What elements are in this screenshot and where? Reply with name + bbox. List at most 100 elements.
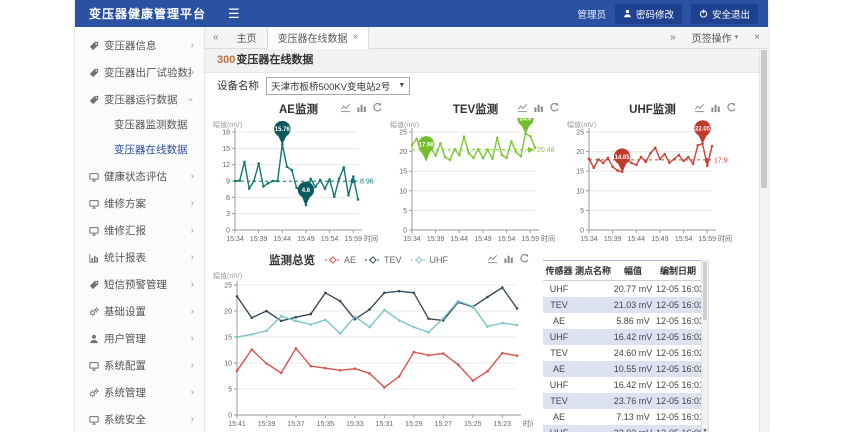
svg-text:22.05: 22.05	[695, 127, 711, 133]
table-scrollbar-thumb[interactable]	[703, 261, 707, 320]
svg-text:15:59: 15:59	[345, 236, 363, 243]
table-row[interactable]: UHF 16.42 mV 12-05 16:01	[549, 379, 701, 390]
legend-marker-icon	[410, 256, 427, 265]
chevron-right-icon: ›	[190, 171, 194, 182]
tab-operations-dropdown[interactable]: 页签操作 ▾	[691, 33, 739, 45]
legend-item-AE[interactable]: AE	[325, 255, 356, 265]
bar-chart-icon[interactable]	[710, 102, 721, 113]
legend-item-TEV[interactable]: TEV	[365, 255, 402, 265]
svg-text:15:59: 15:59	[699, 236, 717, 243]
svg-text:0: 0	[580, 227, 584, 234]
chart-legend: AE TEV UHF	[325, 255, 448, 265]
svg-text:12: 12	[222, 162, 230, 169]
hamburger-icon[interactable]: ☰	[228, 6, 240, 21]
svg-text:0: 0	[226, 227, 230, 234]
page-title: 变压器在线数据	[236, 53, 314, 66]
svg-text:15:34: 15:34	[580, 236, 598, 243]
svg-text:15:23: 15:23	[493, 421, 511, 428]
logout-button[interactable]: 安全退出	[690, 3, 758, 24]
app-window: 变压器健康管理平台 ☰ 管理员 密码修改 安全退出 变压器信息 › 变压器出厂试验数…	[75, 0, 768, 432]
bar-chart-icon[interactable]	[503, 253, 514, 264]
svg-text:15:39: 15:39	[427, 236, 445, 243]
sidebar-item-维修汇报[interactable]: 维修汇报 ›	[75, 217, 204, 244]
table-row[interactable]: AE 5.86 mV 12-05 16:03	[552, 315, 701, 326]
content-scrollbar-thumb[interactable]	[761, 49, 767, 188]
device-filter-row: 设备名称 天津市板桥500KV变电站2号 ▼	[205, 73, 768, 99]
scroll-down-icon[interactable]: ▼	[702, 427, 708, 432]
sidebar-item-系统管理[interactable]: 系统管理 ›	[75, 379, 204, 406]
table-scrollbar[interactable]: ▼	[701, 259, 709, 432]
svg-text:15: 15	[576, 169, 584, 176]
table-row[interactable]: AE 7.13 mV 12-05 16:01	[552, 411, 701, 422]
table-row[interactable]: UHF 16.42 mV 12-05 16:02	[543, 328, 701, 345]
sidebar-item-变压器运行数据[interactable]: 变压器运行数据 ›	[75, 86, 204, 113]
sidebar-item-维修方案[interactable]: 维修方案 ›	[75, 190, 204, 217]
panel-title-prefix: 300	[217, 53, 236, 66]
sidebar-item-用户管理[interactable]: 用户管理 ›	[75, 325, 204, 352]
table-row[interactable]: TEV 21.03 mV 12-05 16:03	[543, 296, 701, 313]
uhf-chart-title: UHF监测	[629, 103, 676, 116]
column-header: 测点名称	[575, 259, 611, 281]
svg-text:5: 5	[228, 386, 232, 393]
bar-chart-icon[interactable]	[356, 102, 367, 113]
refresh-icon[interactable]	[726, 102, 737, 113]
refresh-icon[interactable]	[519, 253, 530, 264]
svg-text:15:35: 15:35	[317, 421, 335, 428]
app-title: 变压器健康管理平台	[89, 7, 207, 21]
close-all-tabs-icon[interactable]: ×	[754, 31, 760, 43]
device-select[interactable]: 天津市板桥500KV变电站2号 ▼	[266, 76, 411, 95]
table-row[interactable]: UHF 20.77 mV 12-05 16:03	[549, 283, 701, 294]
tabs-scroll-left-icon[interactable]: «	[213, 31, 219, 43]
refresh-icon[interactable]	[549, 102, 560, 113]
chevron-right-icon: ›	[190, 225, 194, 236]
table-row[interactable]: AE 10.55 mV 12-05 16:02	[543, 360, 701, 377]
sidebar-item-基础设置[interactable]: 基础设置 ›	[75, 298, 204, 325]
table-row[interactable]: TEV 24.60 mV 12-05 16:02	[550, 347, 701, 358]
tev-chart-panel: TEV监测 幅值(mV) 0 5 10 15 20 25 15:34 15:39 15:44 15:…	[388, 101, 563, 248]
tab-online-data[interactable]: 变压器在线数据 ×	[266, 27, 370, 49]
close-tab-icon[interactable]: ×	[352, 31, 359, 43]
sidebar-subitem-变压器在线数据[interactable]: 变压器在线数据	[114, 144, 188, 156]
gears-icon	[89, 387, 104, 398]
refresh-icon[interactable]	[372, 102, 383, 113]
svg-text:10: 10	[399, 188, 407, 195]
device-name-label: 设备名称	[217, 80, 259, 93]
legend-item-UHF[interactable]: UHF	[410, 255, 448, 265]
change-password-button[interactable]: 密码修改	[614, 3, 682, 24]
sidebar-item-系统配置[interactable]: 系统配置 ›	[75, 352, 204, 379]
svg-text:15.76: 15.76	[275, 127, 291, 133]
ae-chart-title: AE监测	[279, 103, 318, 116]
chevron-right-icon: ›	[190, 252, 194, 263]
sidebar-subitem-变压器监测数据[interactable]: 变压器监测数据	[114, 119, 188, 131]
svg-text:幅值(mV): 幅值(mV)	[213, 271, 242, 280]
tabs-scroll-right-icon[interactable]: »	[670, 31, 676, 43]
line-chart-icon[interactable]	[487, 253, 498, 264]
tab-home[interactable]: 主页	[236, 33, 257, 45]
monitor-icon	[89, 172, 104, 182]
svg-text:15:34: 15:34	[226, 236, 244, 243]
sidebar-item-变压器信息[interactable]: 变压器信息 ›	[75, 32, 204, 59]
monitor-icon	[89, 226, 104, 236]
line-chart-icon[interactable]	[517, 102, 528, 113]
power-icon	[699, 9, 708, 18]
sidebar-item-系统安全[interactable]: 系统安全 ›	[75, 406, 204, 432]
sidebar-item-健康状态评估[interactable]: 健康状态评估 ›	[75, 163, 204, 190]
svg-text:15:39: 15:39	[250, 236, 268, 243]
sidebar-item-短信预警管理[interactable]: 短信预警管理 ›	[75, 271, 204, 298]
content-scrollbar[interactable]	[759, 48, 768, 432]
svg-text:20: 20	[576, 149, 584, 156]
chevron-right-icon: ›	[190, 67, 194, 78]
dropdown-arrow-icon: ▼	[398, 82, 406, 90]
gears-icon	[89, 306, 104, 317]
bar-chart-icon[interactable]	[533, 102, 544, 113]
sidebar-item-变压器出厂试验数据[interactable]: 变压器出厂试验数据 ›	[75, 59, 204, 86]
svg-text:时间: 时间	[364, 234, 378, 243]
line-chart-icon[interactable]	[340, 102, 351, 113]
line-chart-icon[interactable]	[694, 102, 705, 113]
table-row[interactable]: TEV 23.76 mV 12-05 16:01	[543, 392, 701, 409]
sidebar-item-统计报表[interactable]: 统计报表 ›	[75, 244, 204, 271]
svg-text:15:49: 15:49	[651, 236, 669, 243]
ae-chart-panel: AE监测 幅值(mV) 0 3 6 9 12 15 18 15:34 15:39 15:44 15:4…	[211, 101, 386, 248]
chevron-right-icon: ›	[190, 333, 194, 344]
